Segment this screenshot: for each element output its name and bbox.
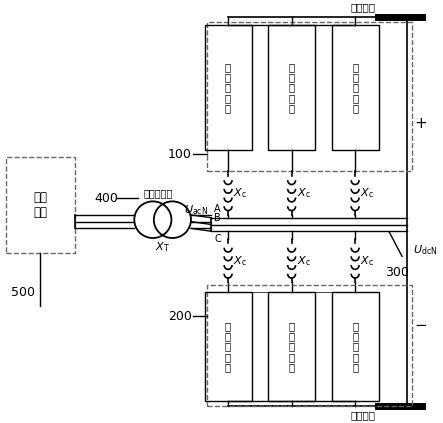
- Text: $X_{\mathrm{c}}$: $X_{\mathrm{c}}$: [233, 254, 247, 268]
- Bar: [6, 157, 75, 253]
- Text: $X_{\mathrm{T}}$: $X_{\mathrm{T}}$: [155, 240, 170, 254]
- Text: 下
换
流
桥
臂: 下 换 流 桥 臂: [288, 321, 295, 372]
- Text: 下
换
流
桥
臂: 下 换 流 桥 臂: [352, 321, 358, 372]
- Bar: [205, 25, 252, 150]
- Text: $U_{\mathrm{dcN}}$: $U_{\mathrm{dcN}}$: [413, 244, 437, 258]
- Text: 上
换
流
桥
臂: 上 换 流 桥 臂: [288, 62, 295, 113]
- Text: B: B: [214, 213, 221, 222]
- Bar: [205, 292, 252, 401]
- Bar: [268, 292, 315, 401]
- Text: 直流线路: 直流线路: [351, 3, 376, 12]
- Text: $X_{\mathrm{c}}$: $X_{\mathrm{c}}$: [296, 254, 311, 268]
- Text: 300: 300: [385, 266, 409, 279]
- Bar: [332, 292, 379, 401]
- Text: $X_{\mathrm{c}}$: $X_{\mathrm{c}}$: [296, 186, 311, 200]
- Text: 连接变压器: 连接变压器: [143, 188, 172, 198]
- Text: 交流
电网: 交流 电网: [34, 191, 47, 219]
- Text: 上
换
流
桥
臂: 上 换 流 桥 臂: [225, 62, 231, 113]
- Text: $X_{\mathrm{c}}$: $X_{\mathrm{c}}$: [360, 186, 374, 200]
- Text: 上
换
流
桥
臂: 上 换 流 桥 臂: [352, 62, 358, 113]
- Bar: [206, 22, 412, 171]
- Text: 200: 200: [168, 310, 192, 323]
- Text: 直流线路: 直流线路: [351, 411, 376, 420]
- Text: A: A: [214, 204, 221, 214]
- Text: 500: 500: [11, 286, 35, 299]
- Text: $X_{\mathrm{c}}$: $X_{\mathrm{c}}$: [360, 254, 374, 268]
- Text: 下
换
流
桥
臂: 下 换 流 桥 臂: [225, 321, 231, 372]
- Text: 400: 400: [94, 192, 118, 205]
- Text: C: C: [214, 234, 221, 244]
- Text: $U_{\mathrm{acN}}$: $U_{\mathrm{acN}}$: [184, 203, 208, 217]
- Bar: [206, 285, 412, 406]
- Text: $X_{\mathrm{c}}$: $X_{\mathrm{c}}$: [233, 186, 247, 200]
- Text: −: −: [415, 318, 427, 333]
- Text: +: +: [415, 116, 427, 131]
- Text: 100: 100: [168, 148, 192, 161]
- Bar: [332, 25, 379, 150]
- Bar: [268, 25, 315, 150]
